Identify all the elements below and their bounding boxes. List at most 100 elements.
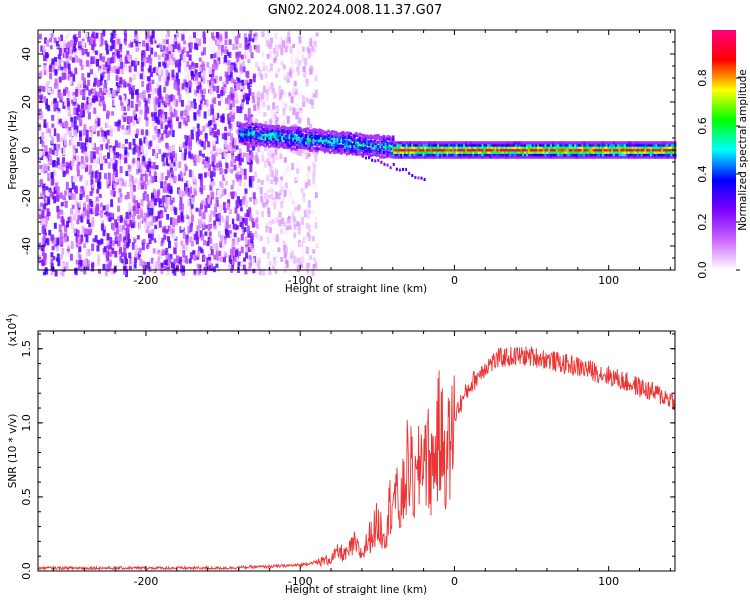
spectrogram-cell (437, 150, 440, 154)
spectrogram-cell (382, 147, 386, 151)
spectrogram-cell (98, 207, 102, 215)
spectrogram-cell (103, 214, 107, 220)
spectrogram-cell (199, 173, 203, 182)
spectrogram-cell (113, 89, 117, 97)
spectrogram-cell (285, 237, 289, 243)
spectrogram-cell (117, 62, 121, 69)
spectrogram-cell (51, 137, 55, 144)
spectrogram-cell (257, 133, 260, 137)
spectrogram-cell (196, 225, 200, 232)
spectrogram-cell (185, 180, 189, 189)
spectrogram-cell (271, 128, 275, 132)
spectrogram-cell (231, 159, 235, 164)
spectrogram-cell (253, 123, 256, 127)
spectrogram-cell (446, 155, 449, 159)
spectrogram-cell (274, 147, 278, 155)
spectrogram-cell (631, 148, 634, 152)
spectrogram-cell (444, 143, 447, 147)
spectrogram-cell (316, 149, 319, 153)
spectrogram-cell (513, 148, 516, 152)
spectrogram-cell (479, 146, 483, 150)
spectrogram-cell (518, 155, 522, 159)
spectrogram-cell (620, 153, 623, 157)
spectrogram-cell (286, 240, 290, 245)
spectrogram-cell (301, 144, 304, 148)
spectrogram-cell (301, 95, 305, 103)
spectrogram-cell (266, 30, 270, 36)
spectrogram-cell (156, 43, 160, 49)
spectrogram-cell (253, 137, 256, 141)
spectrogram-cell (612, 148, 616, 152)
spectrogram-cell (377, 147, 380, 151)
spectrogram-cell (142, 58, 146, 67)
spectrogram-cell (41, 226, 45, 234)
spectrogram-cell (100, 38, 104, 46)
spectrogram-cell (240, 102, 244, 110)
spectrogram-cell (672, 146, 675, 150)
spectrogram-cell (251, 143, 254, 147)
spectrogram-cell (414, 150, 418, 154)
spectrogram-cell (175, 75, 179, 82)
spectrogram-cell (101, 157, 105, 166)
spectrogram-cell (280, 176, 284, 181)
spectrogram-cell (618, 153, 621, 157)
spectrogram-cell (382, 138, 386, 142)
spectrogram-cell (294, 58, 298, 65)
spectrogram-cell (63, 139, 67, 146)
spectrogram-cell (563, 143, 566, 147)
spectrogram-cell (420, 176, 423, 180)
spectrogram-cell (603, 146, 607, 150)
spectrogram-cell (139, 210, 143, 218)
spectrogram-cell (141, 242, 145, 251)
spectrogram-cell (238, 134, 241, 138)
spectrogram-cell (85, 129, 89, 138)
spectrogram-cell (457, 143, 460, 147)
spectrogram-cell (106, 138, 110, 144)
spectrogram-cell (369, 149, 373, 153)
spectrogram-cell (227, 60, 231, 66)
spectrogram-cell (384, 152, 388, 156)
spectrogram-cell (77, 50, 81, 58)
spectrogram-cell (230, 233, 234, 241)
spectrogram-cell (157, 109, 161, 117)
spectrogram-cell (142, 155, 146, 162)
spectrogram-cell (321, 143, 325, 147)
spectrogram-cell (158, 61, 162, 68)
spectrogram-cell (230, 93, 234, 101)
spectrogram-cell (364, 141, 367, 145)
spectrogram-cell (130, 40, 134, 48)
spectrogram-cell (323, 150, 327, 154)
spectrogram-cell (223, 188, 227, 195)
spectrogram-cell (540, 143, 544, 147)
spectrogram-cell (242, 132, 245, 136)
spectrogram-cell (132, 147, 136, 155)
spectrogram-cell (203, 67, 207, 75)
spectrogram-cell (77, 215, 81, 221)
spectrogram-cell (165, 63, 169, 68)
spectrogram-cell (657, 148, 660, 152)
spectrogram-cell (457, 153, 460, 157)
spectrogram-cell (217, 101, 221, 106)
spectrogram-cell (670, 155, 673, 159)
spectrogram-cell (585, 155, 588, 159)
spectrogram-cell (383, 162, 386, 166)
spectrogram-cell (91, 243, 95, 251)
spectrogram-cell (513, 155, 516, 159)
spectrogram-cell (235, 92, 239, 101)
spectrogram-cell (182, 47, 186, 53)
spectrogram-cell (266, 138, 269, 142)
spectrogram-cell (210, 54, 214, 59)
spectrogram-cell (281, 125, 284, 129)
spectrogram-cell (498, 141, 501, 145)
spectrogram-cell (305, 130, 308, 134)
spectrogram-cell (77, 237, 81, 243)
spectrogram-cell (555, 141, 559, 145)
spectrogram-cell (240, 125, 243, 129)
spectrogram-cell (132, 205, 136, 212)
spectrogram-cell (282, 195, 286, 204)
spectrogram-cell (257, 138, 260, 142)
spectrogram-cell (112, 146, 116, 151)
spectrogram-cell (251, 257, 255, 264)
spectrogram-cell (266, 158, 270, 163)
spectrogram-cell (85, 240, 89, 246)
